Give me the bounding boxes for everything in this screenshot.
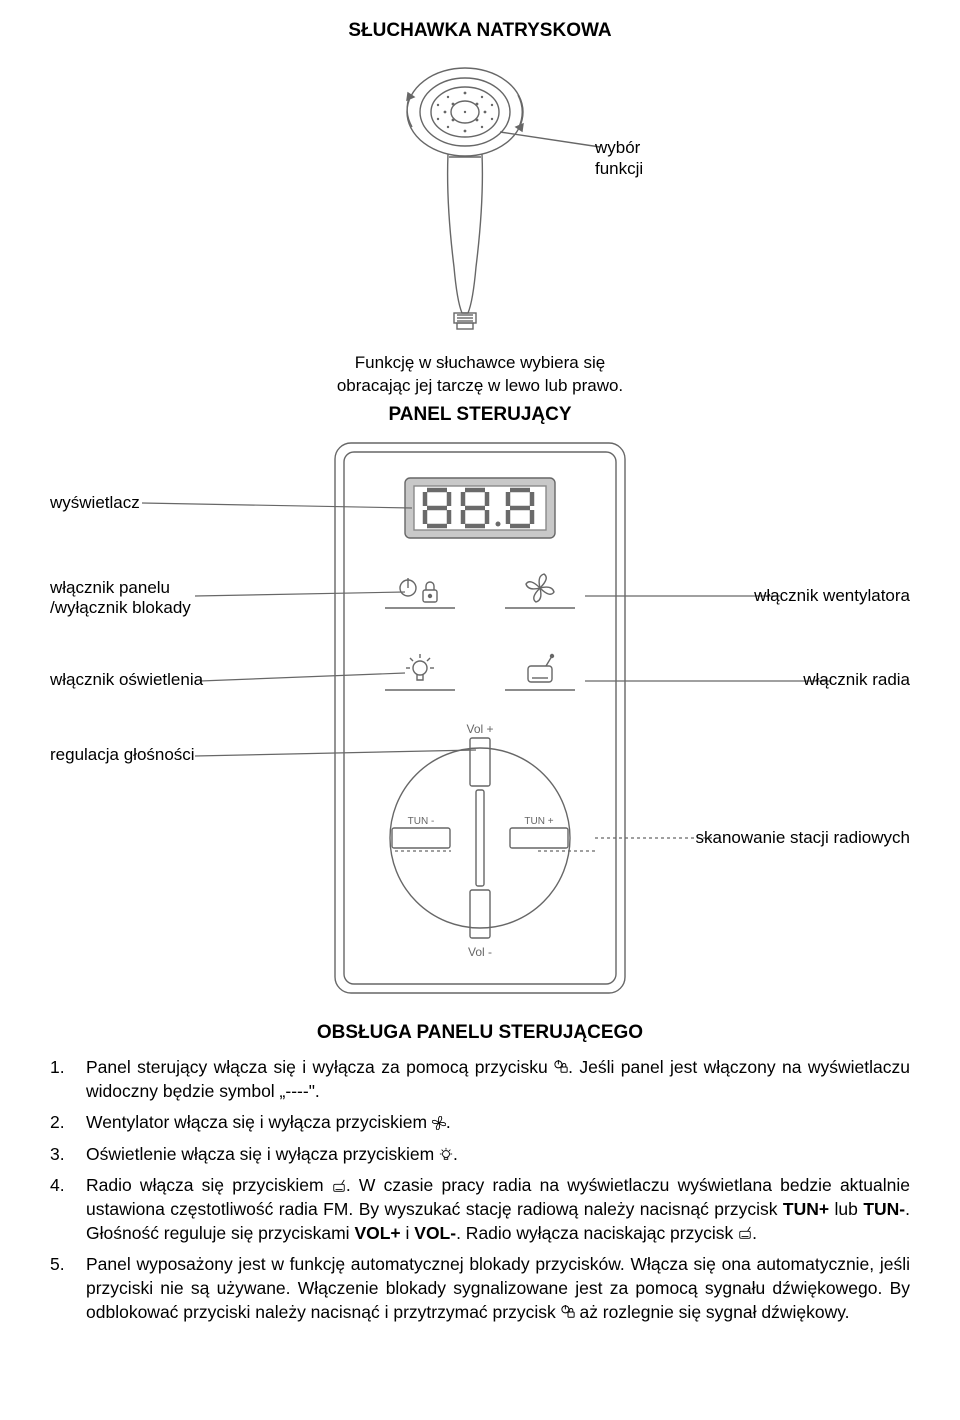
label-radio: włącznik radia (803, 670, 910, 690)
power-button-icon (385, 578, 455, 608)
usage-item-1: 1. Panel sterujący włącza się i wyłącza … (50, 1056, 910, 1103)
label-volume: regulacja głośności (50, 745, 195, 765)
usage-item-5: 5. Panel wyposażony jest w funkcję autom… (50, 1253, 910, 1324)
shower-function-label: wybór funkcji (595, 137, 643, 180)
usage-item-4: 4. Radio włącza się przyciskiem . W czas… (50, 1174, 910, 1245)
radio-icon (738, 1226, 752, 1240)
shower-head-illustration (350, 57, 610, 337)
label-light: włącznik oświetlenia (50, 670, 203, 690)
label-display: wyświetlacz (50, 493, 140, 513)
svg-text:Vol -: Vol - (468, 945, 492, 959)
label-power: włącznik panelu/wyłącznik blokady (50, 578, 191, 619)
svg-text:TUN +: TUN + (524, 816, 553, 827)
label-fan: włącznik wentylatora (754, 586, 910, 606)
radio-button-icon (505, 654, 575, 690)
shower-diagram: wybór funkcji (50, 57, 910, 342)
usage-item-3: 3. Oświetlenie włącza się i wyłącza przy… (50, 1143, 910, 1167)
svg-text:TUN -: TUN - (408, 816, 435, 827)
usage-list: 1. Panel sterujący włącza się i wyłącza … (50, 1056, 910, 1324)
shower-instruction: Funkcję w słuchawce wybiera się obracają… (50, 352, 910, 398)
power-lock-icon (561, 1305, 575, 1319)
control-panel-diagram: Vol + Vol - TUN - TUN + wyświetlacz włąc… (50, 438, 910, 1008)
control-panel-illustration: Vol + Vol - TUN - TUN + (330, 438, 630, 998)
radio-icon (332, 1179, 346, 1193)
fan-icon (432, 1116, 446, 1130)
power-lock-icon (554, 1060, 568, 1074)
title-shower: SŁUCHAWKA NATRYSKOWA (50, 20, 910, 42)
usage-item-2: 2. Wentylator włącza się i wyłącza przyc… (50, 1111, 910, 1135)
title-panel: PANEL STERUJĄCY (50, 404, 910, 426)
svg-text:Vol +: Vol + (466, 722, 493, 736)
title-usage: OBSŁUGA PANELU STERUJĄCEGO (50, 1022, 910, 1044)
light-button-icon (385, 654, 455, 690)
light-icon (439, 1147, 453, 1161)
label-scan: skanowanie stacji radiowych (696, 828, 911, 848)
fan-button-icon (505, 574, 575, 608)
